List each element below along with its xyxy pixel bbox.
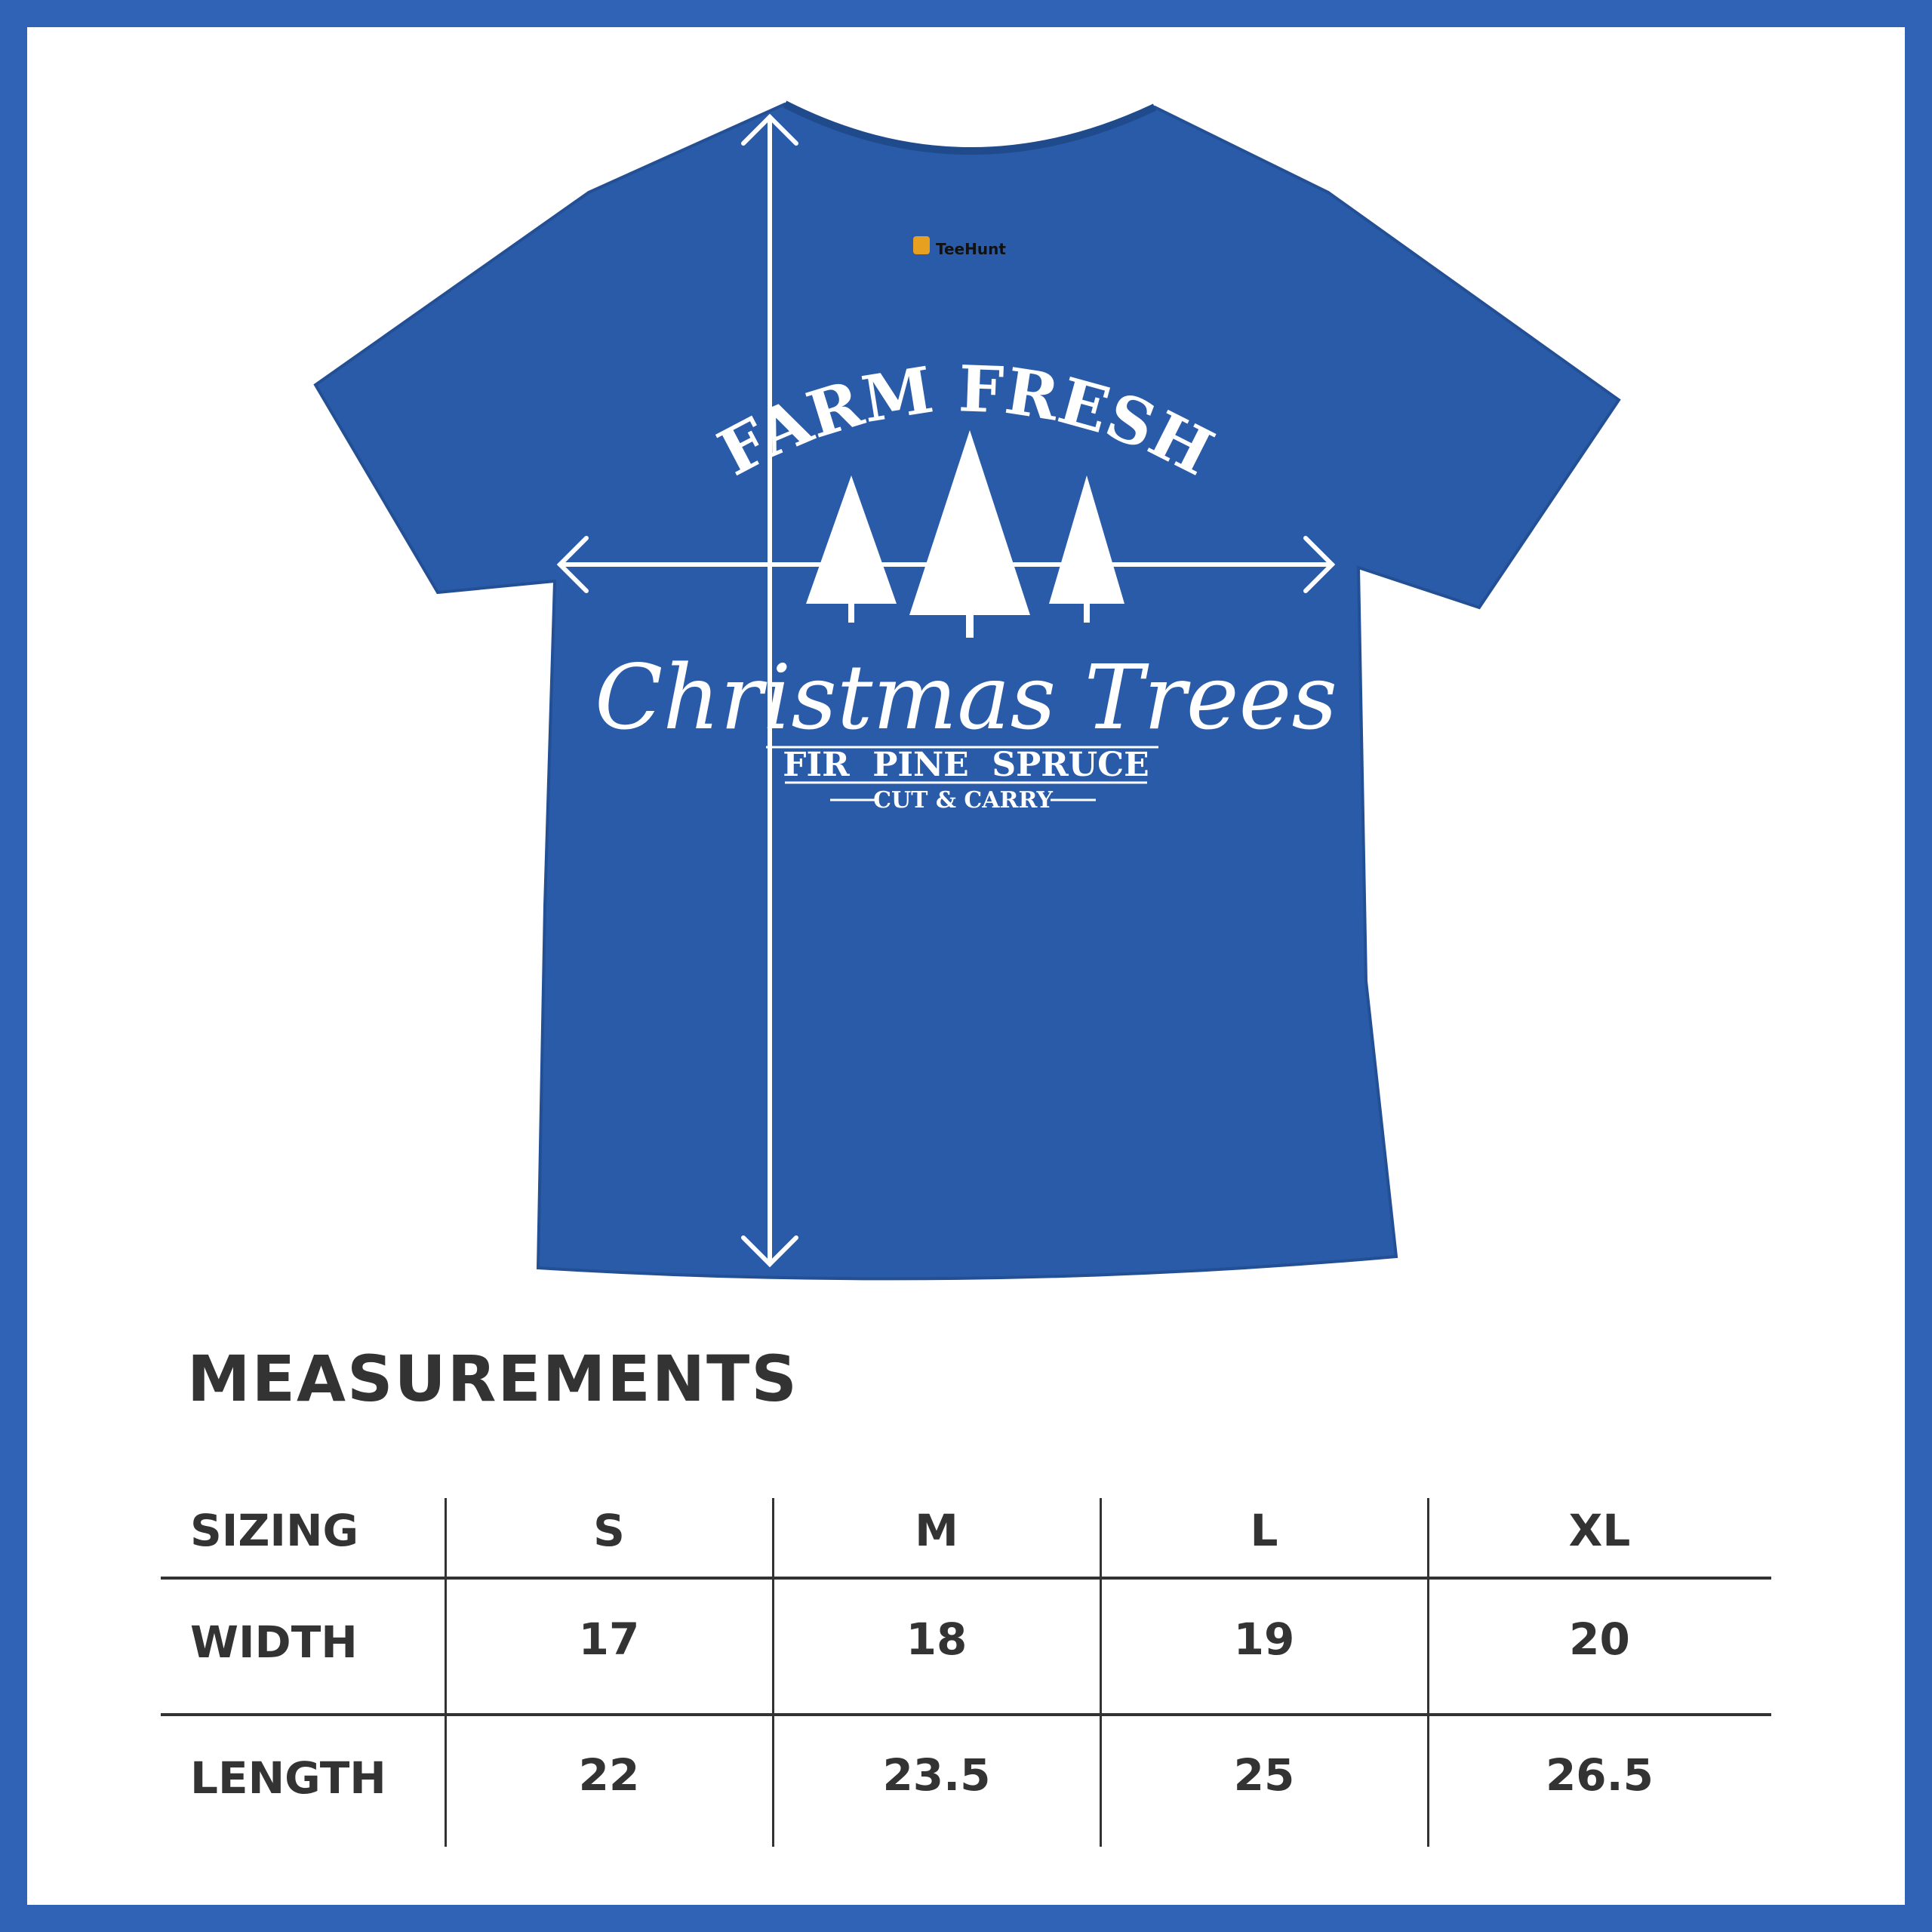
table-cell: 23.5 — [882, 1749, 991, 1801]
row-divider — [161, 1713, 1771, 1716]
header-sizing: SIZING — [190, 1505, 359, 1556]
row-label-length: LENGTH — [190, 1752, 386, 1804]
column-divider — [445, 1498, 447, 1847]
width-arrow — [556, 536, 1336, 593]
measurements-title: MEASUREMENTS — [187, 1342, 798, 1416]
print-fir-pine-spruce: FIR PINE SPRUCE — [783, 746, 1149, 784]
print-christmas-trees: Christmas Trees — [595, 645, 1337, 749]
table-cell: 20 — [1569, 1614, 1630, 1665]
header-size-s: S — [593, 1505, 625, 1556]
column-divider — [1100, 1498, 1102, 1847]
svg-text:TeeHunt: TeeHunt — [936, 240, 1006, 258]
print-cut-carry: CUT & CARRY — [873, 787, 1053, 814]
header-size-xl: XL — [1568, 1505, 1631, 1556]
table-cell: 25 — [1233, 1749, 1295, 1801]
teehunt-logo: TeeHunt — [913, 236, 1006, 258]
tshirt-image: TeeHunt FARM FRESH Christmas Trees FIR P… — [313, 100, 1621, 1281]
column-divider — [772, 1498, 774, 1847]
row-label-width: WIDTH — [190, 1617, 358, 1668]
table-cell: 18 — [906, 1614, 968, 1665]
table-cell: 26.5 — [1545, 1749, 1654, 1801]
table-cell: 19 — [1233, 1614, 1295, 1665]
table-cell: 22 — [578, 1749, 640, 1801]
pine-trees-icon — [806, 430, 1124, 638]
column-divider — [1427, 1498, 1429, 1847]
row-divider — [161, 1577, 1771, 1580]
table-cell: 17 — [578, 1614, 640, 1665]
header-size-l: L — [1250, 1505, 1278, 1556]
header-size-m: M — [915, 1505, 958, 1556]
length-arrow — [741, 113, 798, 1268]
